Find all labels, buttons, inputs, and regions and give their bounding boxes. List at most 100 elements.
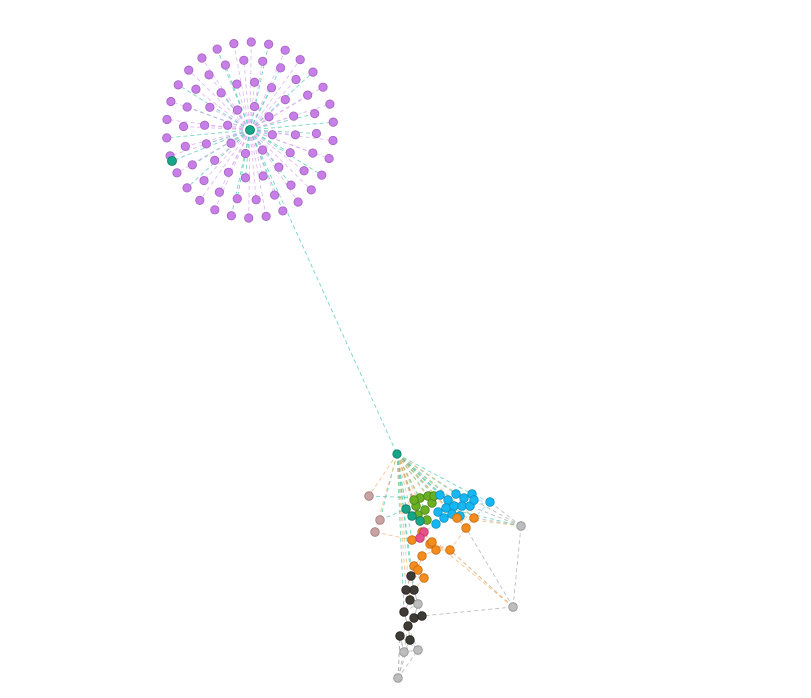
graph-node-purple[interactable] — [318, 82, 328, 92]
graph-node-teal[interactable] — [167, 156, 177, 166]
graph-node-purple[interactable] — [229, 39, 239, 49]
graph-node-purple[interactable] — [325, 99, 335, 109]
graph-node-dark[interactable] — [409, 613, 419, 623]
graph-node-blue[interactable] — [435, 490, 445, 500]
graph-node-purple[interactable] — [257, 145, 268, 155]
graph-node-purple[interactable] — [201, 139, 211, 149]
graph-node-purple[interactable] — [299, 166, 309, 176]
graph-node-purple[interactable] — [261, 211, 271, 221]
graph-node-orange[interactable] — [431, 545, 441, 555]
graph-node-purple[interactable] — [311, 128, 322, 139]
graph-node-purple[interactable] — [286, 180, 296, 190]
graph-node-dark[interactable] — [405, 595, 415, 605]
graph-node-purple[interactable] — [226, 211, 236, 221]
graph-node-purple[interactable] — [240, 148, 251, 159]
graph-node-gray[interactable] — [413, 599, 423, 609]
graph-node-gray[interactable] — [399, 647, 409, 657]
graph-node-purple[interactable] — [267, 130, 277, 140]
graph-node-blue[interactable] — [457, 501, 467, 511]
graph-node-purple[interactable] — [303, 90, 313, 100]
graph-node-teal[interactable] — [401, 504, 411, 514]
graph-node-dark[interactable] — [401, 585, 411, 595]
graph-node-purple[interactable] — [244, 213, 254, 223]
graph-node-teal[interactable] — [245, 125, 255, 135]
graph-node-blue[interactable] — [431, 519, 441, 529]
graph-node-orange[interactable] — [461, 523, 471, 533]
graph-node-purple[interactable] — [210, 155, 220, 165]
graph-node-purple[interactable] — [212, 44, 222, 54]
graph-node-purple[interactable] — [295, 55, 305, 65]
graph-node-orange[interactable] — [452, 513, 462, 523]
graph-node-teal[interactable] — [415, 516, 425, 526]
graph-node-purple[interactable] — [258, 171, 268, 181]
graph-node-purple[interactable] — [199, 175, 209, 186]
graph-node-purple[interactable] — [293, 197, 303, 207]
graph-node-purple[interactable] — [249, 77, 260, 87]
graph-node-orange[interactable] — [417, 551, 427, 561]
graph-node-orange[interactable] — [469, 513, 479, 523]
graph-node-purple[interactable] — [166, 96, 176, 107]
graph-node-blue[interactable] — [469, 495, 479, 505]
graph-node-purple[interactable] — [306, 185, 316, 195]
graph-node-dark[interactable] — [399, 607, 409, 617]
graph-node-purple[interactable] — [214, 187, 224, 197]
graph-node-dark[interactable] — [409, 585, 419, 595]
graph-node-purple[interactable] — [264, 112, 274, 122]
graph-node-purple[interactable] — [251, 195, 261, 205]
graph-node-purple[interactable] — [226, 138, 236, 148]
graph-node-purple[interactable] — [210, 205, 220, 215]
graph-node-gray[interactable] — [516, 521, 526, 531]
graph-node-purple[interactable] — [232, 105, 243, 115]
graph-node-purple[interactable] — [216, 88, 226, 98]
graph-node-dark[interactable] — [405, 635, 415, 645]
graph-node-purple[interactable] — [178, 121, 189, 132]
graph-node-rose[interactable] — [370, 527, 380, 537]
graph-node-purple[interactable] — [274, 162, 284, 172]
graph-node-orange[interactable] — [427, 537, 437, 547]
graph-node-purple[interactable] — [278, 206, 288, 216]
graph-node-purple[interactable] — [172, 168, 182, 178]
graph-node-purple[interactable] — [240, 173, 251, 183]
graph-node-purple[interactable] — [162, 133, 172, 143]
graph-node-purple[interactable] — [310, 109, 320, 119]
graph-node-purple[interactable] — [264, 39, 274, 49]
graph-node-purple[interactable] — [184, 65, 194, 75]
graph-node-purple[interactable] — [197, 53, 207, 63]
graph-node-purple[interactable] — [328, 117, 338, 127]
graph-node-rose[interactable] — [364, 491, 374, 501]
graph-node-purple[interactable] — [191, 84, 201, 94]
graph-node-gray[interactable] — [508, 602, 518, 612]
graph-node-dark[interactable] — [395, 631, 405, 641]
graph-node-orange[interactable] — [445, 545, 455, 555]
graph-node-purple[interactable] — [246, 37, 256, 47]
graph-node-orange[interactable] — [407, 535, 417, 545]
graph-node-purple[interactable] — [276, 63, 286, 73]
graph-node-purple[interactable] — [220, 60, 231, 70]
graph-node-purple[interactable] — [182, 102, 192, 112]
graph-node-purple[interactable] — [162, 114, 172, 125]
graph-node-dark[interactable] — [417, 611, 427, 621]
graph-node-green[interactable] — [409, 495, 419, 505]
graph-node-purple[interactable] — [239, 55, 249, 65]
graph-node-purple[interactable] — [291, 74, 301, 85]
graph-node-purple[interactable] — [180, 141, 190, 151]
graph-node-blue[interactable] — [451, 489, 461, 499]
graph-node-purple[interactable] — [289, 111, 299, 121]
graph-node-teal[interactable] — [407, 511, 417, 521]
graph-node-gray[interactable] — [393, 673, 403, 683]
graph-node-purple[interactable] — [280, 45, 290, 55]
graph-node-dark[interactable] — [403, 621, 413, 631]
graph-node-purple[interactable] — [317, 170, 327, 180]
graph-node-blue[interactable] — [459, 493, 469, 503]
graph-node-purple[interactable] — [187, 160, 197, 170]
graph-node-purple[interactable] — [324, 153, 334, 164]
graph-node-gray[interactable] — [413, 645, 423, 655]
graph-node-rose[interactable] — [375, 515, 385, 525]
graph-node-purple[interactable] — [173, 80, 183, 90]
graph-node-purple[interactable] — [266, 83, 277, 93]
graph-node-purple[interactable] — [232, 194, 242, 204]
graph-node-blue[interactable] — [439, 513, 449, 523]
graph-node-purple[interactable] — [223, 120, 233, 130]
graph-node-orange[interactable] — [419, 573, 429, 583]
graph-node-teal[interactable] — [392, 449, 402, 459]
